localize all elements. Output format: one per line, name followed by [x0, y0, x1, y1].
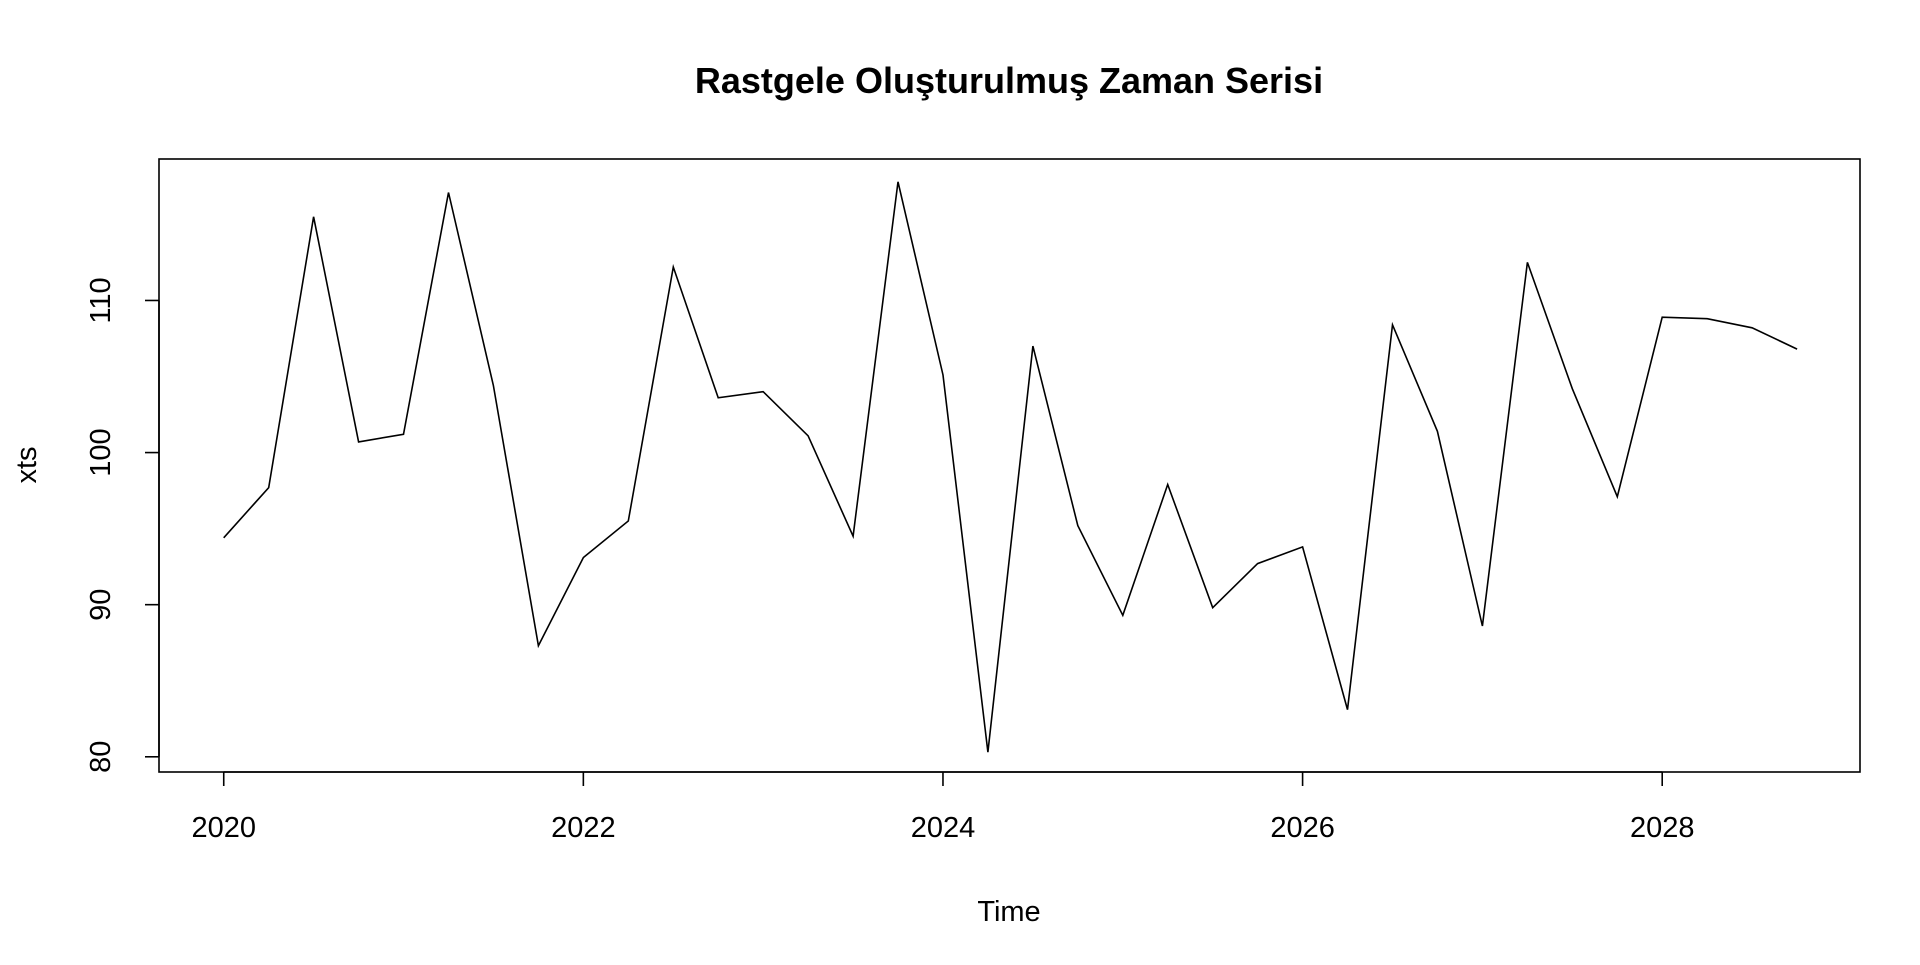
x-tick-label: 2022 [551, 812, 616, 844]
y-tick-label: 80 [85, 741, 117, 773]
series-line [223, 181, 1798, 753]
x-tick-label: 2024 [911, 812, 976, 844]
x-tick-label: 2026 [1270, 812, 1335, 844]
x-tick-label: 2028 [1630, 812, 1695, 844]
chart-title: Rastgele Oluşturulmuş Zaman Serisi [695, 60, 1323, 101]
y-tick-label: 100 [85, 428, 117, 476]
x-axis-label: Time [977, 896, 1040, 928]
y-axis-label: xts [11, 446, 43, 483]
y-tick-label: 110 [85, 277, 117, 323]
x-axis: 2020 2022 2024 2026 2028 [191, 771, 1695, 844]
y-tick-label: 90 [85, 589, 117, 621]
series-points [222, 180, 1799, 754]
x-tick-label: 2020 [191, 812, 256, 844]
y-axis: 80 90 100 110 [85, 277, 160, 773]
